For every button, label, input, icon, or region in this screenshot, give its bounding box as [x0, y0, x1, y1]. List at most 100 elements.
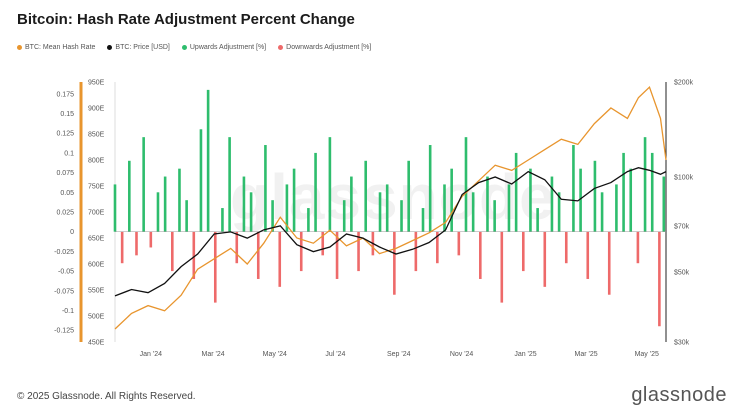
upward-adjustment-bar	[593, 160, 597, 232]
y-left-tick-label: 0.175	[56, 91, 74, 98]
y-left-tick-label: -0.05	[58, 269, 74, 276]
upward-adjustment-bar	[163, 176, 167, 232]
downward-adjustment-bar	[135, 231, 138, 256]
x-tick-label: May '25	[635, 351, 659, 358]
upward-adjustment-bar	[113, 184, 117, 232]
y-left-tick-label: -0.075	[54, 288, 74, 295]
page-title: Bitcoin: Hash Rate Adjustment Percent Ch…	[17, 11, 355, 28]
price-line	[114, 167, 667, 297]
y-left-tick-label: -0.1	[62, 308, 74, 315]
legend-item-price[interactable]: BTC: Price [USD]	[107, 44, 170, 51]
brand-logo: glassnode	[631, 384, 727, 406]
upward-adjustment-bar	[156, 192, 160, 232]
downward-adjustment-bar	[521, 231, 525, 272]
x-axis: Jan '24 Mar '24 May '24 Jul '24 Sep '24 Nov '…	[140, 351, 659, 358]
downward-adjustment-bar	[278, 231, 282, 287]
y-price-tick-label: $100k	[674, 174, 694, 181]
upward-adjustment-bar	[486, 176, 489, 232]
upward-adjustment-bar	[400, 200, 403, 232]
y-left-tick-label: 0.075	[56, 170, 74, 177]
y-axis-adjustment: 0.175 0.15 0.125 0.1 0.075 0.05 0.025 0 -0.025 -0…	[54, 91, 74, 334]
upward-adjustment-bar	[622, 152, 625, 232]
copyright: © 2025 Glassnode. All Rights Reserved.	[17, 391, 196, 402]
y-hash-tick-label: 800E	[88, 158, 105, 165]
legend-dot-icon	[17, 45, 22, 50]
upward-adjustment-bar	[328, 137, 332, 232]
downward-adjustment-bar	[299, 231, 303, 272]
y-axis-price: $200k $100k $70k $50k $30k	[674, 80, 694, 347]
y-left-tick-label: -0.125	[54, 328, 74, 335]
downward-adjustment-bar	[256, 231, 260, 279]
downward-adjustment-bar	[213, 231, 217, 303]
y-hash-tick-label: 750E	[88, 184, 105, 191]
upward-adjustment-bar	[307, 208, 310, 232]
y-left-tick-label: 0.125	[56, 131, 74, 138]
y-hash-tick-label: 500E	[88, 314, 105, 321]
y-hash-tick-label: 850E	[88, 132, 105, 139]
downward-adjustment-bar	[120, 231, 124, 264]
downward-adjustment-bar	[586, 231, 590, 279]
upward-adjustment-bar	[471, 192, 475, 232]
upward-adjustment-bar	[662, 176, 666, 232]
chart-legend: BTC: Mean Hash Rate BTC: Price [USD] Upw…	[17, 44, 371, 51]
upward-adjustment-bar	[507, 184, 511, 232]
x-tick-label: Nov '24	[450, 351, 474, 358]
downward-adjustment-bar	[335, 231, 339, 279]
legend-dot-icon	[107, 45, 113, 50]
x-tick-label: May '24	[263, 351, 287, 358]
y-price-tick-label: $50k	[674, 269, 690, 276]
upward-adjustment-bar	[271, 200, 274, 232]
upward-adjustment-bar	[529, 168, 532, 232]
adjustment-bars	[113, 89, 666, 327]
y-hash-tick-label: 700E	[88, 210, 105, 217]
upward-adjustment-bar	[249, 192, 253, 232]
downward-adjustment-bar	[500, 231, 504, 303]
upward-adjustment-bar	[514, 152, 518, 232]
legend-item-downwards[interactable]: Downwards Adjustment [%]	[278, 44, 371, 51]
legend-item-hash-rate[interactable]: BTC: Mean Hash Rate	[17, 44, 95, 51]
upward-adjustment-bar	[615, 184, 618, 232]
downward-adjustment-bar	[543, 231, 547, 287]
legend-label: BTC: Price [USD]	[115, 44, 170, 51]
upward-adjustment-bar	[650, 152, 654, 232]
downward-adjustment-bar	[357, 231, 360, 272]
downward-adjustment-bar	[171, 231, 174, 272]
legend-label: BTC: Mean Hash Rate	[25, 44, 96, 51]
upward-adjustment-bar	[242, 176, 246, 232]
downward-adjustment-bar	[192, 231, 196, 279]
upward-adjustment-bar	[364, 160, 368, 232]
y-hash-tick-label: 900E	[88, 106, 105, 113]
upward-adjustment-bar	[600, 192, 604, 232]
downward-adjustment-bar	[457, 231, 461, 256]
upward-adjustment-bar	[536, 208, 539, 232]
y-hash-tick-label: 950E	[88, 80, 105, 87]
y-left-tick-label: -0.025	[54, 249, 74, 256]
y-hash-tick-label: 550E	[88, 288, 105, 295]
x-tick-label: Jul '24	[325, 351, 345, 358]
x-tick-label: Sep '24	[387, 351, 411, 358]
downward-adjustment-bar	[149, 231, 153, 248]
y-left-tick-label: 0	[70, 229, 74, 236]
y-price-tick-label: $200k	[674, 80, 694, 87]
legend-label: Upwards Adjustment [%]	[189, 44, 267, 51]
y-left-tick-label: 0.025	[56, 210, 74, 217]
y-hash-tick-label: 600E	[88, 262, 105, 269]
upward-adjustment-bar	[550, 176, 554, 232]
legend-dot-icon	[181, 45, 187, 50]
upward-adjustment-bar	[378, 192, 382, 232]
legend-item-upwards[interactable]: Upwards Adjustment [%]	[181, 44, 267, 51]
downward-adjustment-bar	[235, 231, 239, 264]
upward-adjustment-bar	[206, 89, 210, 232]
upward-adjustment-bar	[314, 152, 317, 232]
legend-dot-icon	[278, 45, 284, 50]
upward-adjustment-bar	[643, 137, 647, 232]
y-left-tick-label: 0.1	[64, 150, 74, 157]
downward-adjustment-bar	[607, 231, 611, 295]
upward-adjustment-bar	[342, 200, 346, 232]
downward-adjustment-bar	[436, 231, 439, 264]
upward-adjustment-bar	[199, 129, 203, 232]
upward-adjustment-bar	[450, 168, 453, 232]
upward-adjustment-bar	[557, 192, 561, 232]
chart: 0.175 0.15 0.125 0.1 0.075 0.05 0.025 0 -0.025 -0…	[54, 80, 694, 359]
downward-adjustment-bar	[564, 231, 568, 264]
